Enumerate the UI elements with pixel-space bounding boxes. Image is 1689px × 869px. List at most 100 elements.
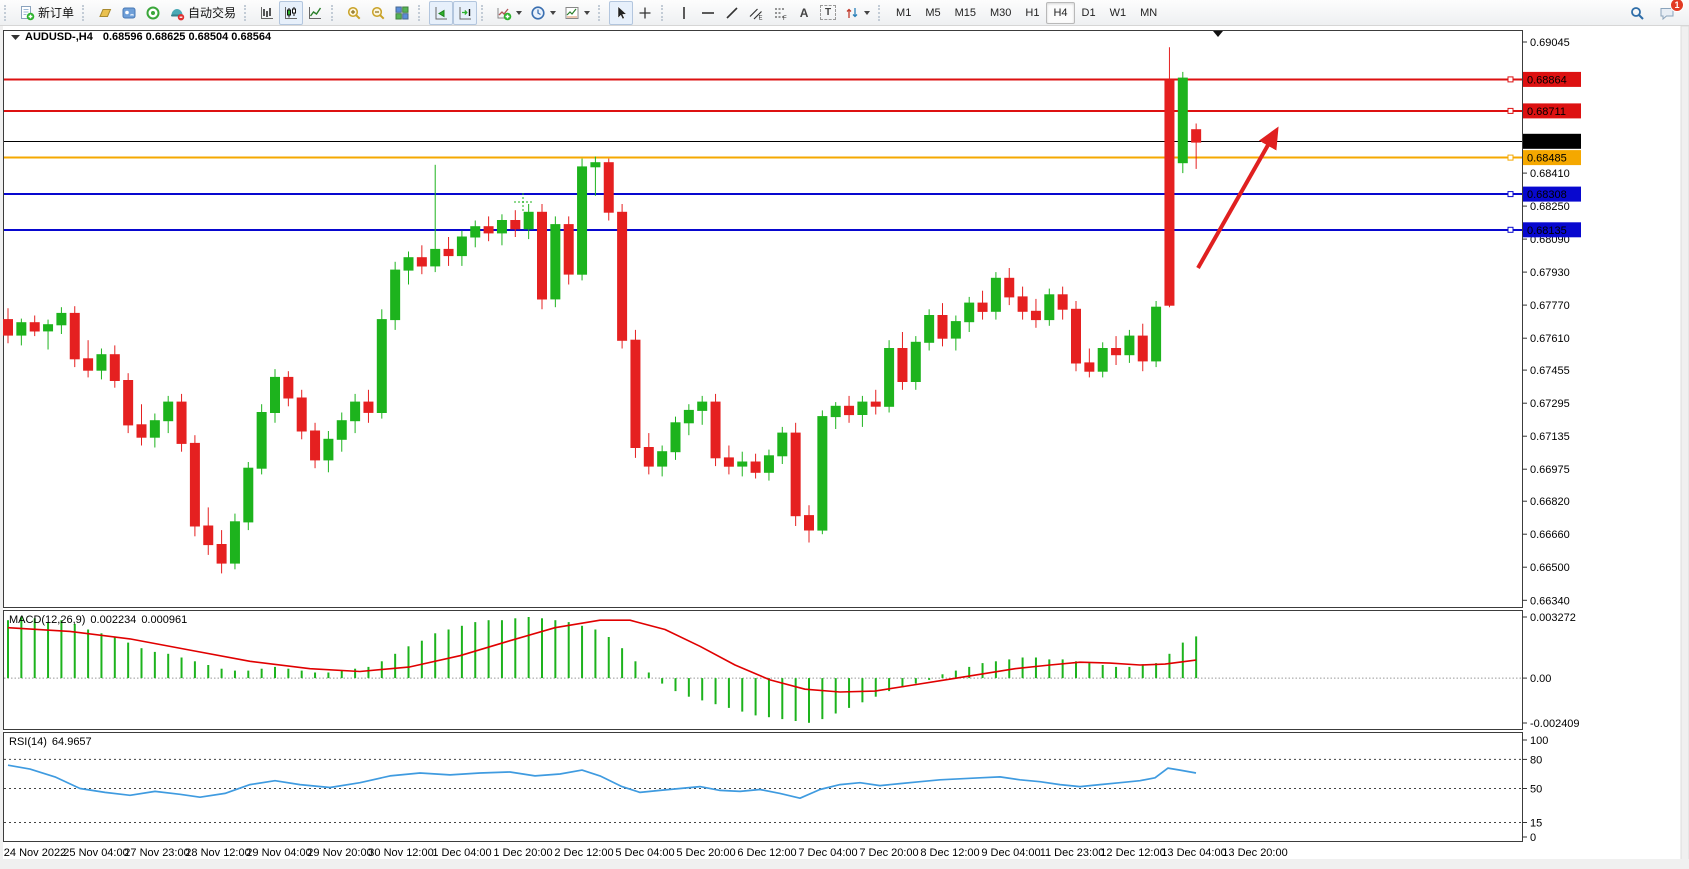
line-chart-button[interactable] <box>303 1 327 25</box>
crosshair-button[interactable] <box>633 1 657 25</box>
text-label-icon: T <box>820 5 837 20</box>
price-tick-label: 0.66820 <box>1530 496 1570 508</box>
chart-menu-triangle-icon[interactable] <box>11 35 20 40</box>
candle <box>470 226 481 238</box>
candle <box>403 257 414 271</box>
candle <box>83 358 94 371</box>
timeframe-button-H1[interactable]: H1 <box>1025 6 1040 19</box>
candle <box>56 312 67 326</box>
candle <box>990 277 1001 312</box>
rsi-tick-label: 100 <box>1530 735 1548 747</box>
tile-windows-button[interactable] <box>390 1 414 25</box>
candle <box>670 422 681 453</box>
timeframe-button-W1[interactable]: W1 <box>1109 6 1127 19</box>
price-line-badge <box>1523 150 1581 166</box>
trendline-button[interactable] <box>720 1 744 25</box>
arrows-icon <box>846 7 858 18</box>
timeframe-button-MN[interactable]: MN <box>1140 6 1158 19</box>
chart-shift-button[interactable] <box>453 0 478 25</box>
text-button[interactable]: A <box>792 1 816 25</box>
zoom-in-button[interactable] <box>342 1 366 25</box>
candle <box>430 248 441 267</box>
candle <box>964 302 975 323</box>
toolbar-group <box>490 0 596 25</box>
price-line-badge <box>1523 103 1581 119</box>
svg-text:E: E <box>759 15 763 21</box>
candle <box>1071 308 1081 364</box>
search-icon <box>1631 6 1644 20</box>
vertical-line-icon <box>683 6 685 19</box>
candle <box>683 409 694 424</box>
market-watch-button[interactable] <box>93 1 117 25</box>
new-order-button[interactable]: 新订单 <box>15 1 78 25</box>
macd-signal-line <box>7 619 1197 693</box>
chevron-down-icon[interactable] <box>550 10 557 15</box>
toolbar-separator <box>331 4 336 21</box>
candle <box>537 211 547 300</box>
window-right-strip[interactable] <box>1680 25 1689 865</box>
candlestick-chart-button[interactable] <box>279 0 304 25</box>
zoom-out-button[interactable] <box>366 1 390 25</box>
line-anchor-handle[interactable] <box>1507 226 1514 233</box>
price-tick-label: 0.67770 <box>1530 300 1570 312</box>
chevron-down-icon[interactable] <box>864 10 871 15</box>
line-anchor-handle[interactable] <box>1507 191 1514 198</box>
data-window-button[interactable] <box>141 1 165 25</box>
candle <box>590 162 601 168</box>
algo-trading-button[interactable]: 自动交易 <box>165 1 240 25</box>
timeframe-button-M5[interactable]: M5 <box>925 6 941 19</box>
candle <box>149 420 160 438</box>
trendline-icon <box>726 6 738 19</box>
candle <box>804 515 814 531</box>
price-tick-label: 0.66660 <box>1530 529 1570 541</box>
notifications-button[interactable]: 1 <box>1655 0 1684 25</box>
auto-scroll-button[interactable] <box>429 0 454 25</box>
toolbar-group: 自动交易 <box>91 0 242 25</box>
rsi-tick-label: 50 <box>1530 784 1542 796</box>
candle <box>844 405 855 416</box>
vertical-line-button[interactable] <box>672 1 696 25</box>
line-anchor-handle[interactable] <box>1507 76 1514 83</box>
toolbar-group: M1 M5 M15 M30 H1 H4 D1 W1 MN <box>887 0 1166 25</box>
toolbar-separator <box>244 4 249 21</box>
horizontal-line-button[interactable] <box>696 1 720 25</box>
time-axis-label: 29 Nov 20:00 <box>307 847 372 859</box>
time-axis-label: 24 Nov 2022 <box>4 847 66 859</box>
chevron-down-icon[interactable] <box>584 10 591 15</box>
equidistant-channel-button[interactable]: E <box>744 1 768 25</box>
chart-shift-marker[interactable] <box>1213 31 1223 37</box>
indicators-button[interactable] <box>492 1 526 25</box>
auto-scroll-icon <box>435 6 448 19</box>
bar-chart-button[interactable] <box>255 1 279 25</box>
toolbar-separator <box>4 4 9 21</box>
time-axis-label: 9 Dec 04:00 <box>981 847 1040 859</box>
fibonacci-button[interactable]: F <box>768 1 792 25</box>
line-anchor-handle[interactable] <box>1507 107 1514 114</box>
price-tick-label: 0.67295 <box>1530 398 1570 410</box>
rsi-line <box>7 764 1197 800</box>
arrows-button[interactable] <box>840 1 874 25</box>
candle <box>643 447 654 467</box>
timeframe-button-M15[interactable]: M15 <box>954 6 976 19</box>
text-label-button[interactable]: T <box>816 1 840 25</box>
toolbar-button-label: 自动交易 <box>188 6 237 20</box>
rsi-tick-label: 0 <box>1530 832 1536 844</box>
timeframe-button-H4[interactable]: H4 <box>1046 1 1075 24</box>
line-anchor-handle[interactable] <box>1507 154 1514 161</box>
trend-arrow-annotation[interactable] <box>1196 126 1279 269</box>
navigator-button[interactable] <box>117 1 141 25</box>
timeframe-button-M30[interactable]: M30 <box>990 6 1012 19</box>
time-axis-label: 29 Nov 04:00 <box>246 847 311 859</box>
chart-window[interactable]: AUDUSD-,H4 0.68596 0.68625 0.68504 0.6856… <box>0 25 1689 865</box>
chevron-down-icon[interactable] <box>516 10 523 15</box>
search-button[interactable] <box>1625 1 1649 25</box>
timeframe-button-D1[interactable]: D1 <box>1081 6 1096 19</box>
timeframe-button-M1[interactable]: M1 <box>896 6 912 19</box>
periods-button[interactable] <box>526 1 560 25</box>
candle <box>657 451 668 467</box>
position-cross-marker[interactable] <box>514 193 532 211</box>
candle <box>577 166 588 275</box>
templates-button[interactable] <box>560 1 594 25</box>
cursor-button[interactable] <box>609 0 634 25</box>
candle <box>363 401 374 413</box>
